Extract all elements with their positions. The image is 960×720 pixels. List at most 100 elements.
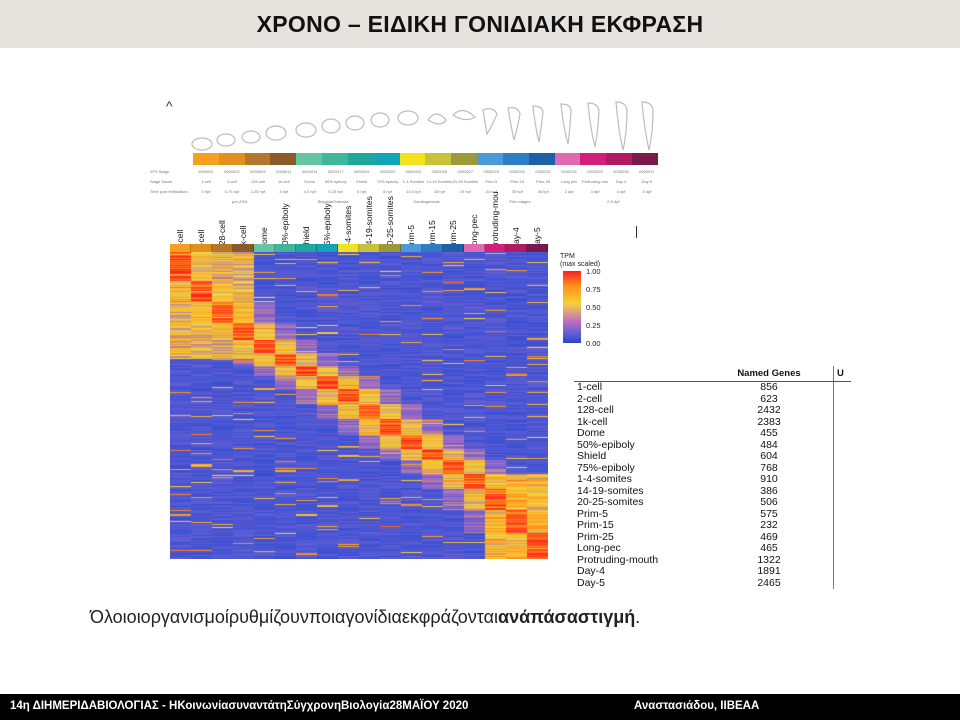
stage-info-cell: Prim-25 bbox=[536, 178, 551, 184]
stage-color-swatch bbox=[373, 153, 400, 165]
stage-name-cell: Dome bbox=[577, 427, 606, 439]
stage-info-cell: 0000011 bbox=[276, 168, 292, 174]
column-track-swatch bbox=[464, 244, 485, 252]
legend-title-tpm: TPM bbox=[560, 253, 575, 260]
stage-info-cell: 10.3 hpf bbox=[406, 188, 421, 194]
extra-cell bbox=[833, 531, 851, 543]
stage-info-cell: 0000030 bbox=[509, 168, 525, 174]
heatmap-column-label: 75%-epiboly bbox=[321, 203, 332, 250]
table-row: 128-cell 2432 bbox=[574, 404, 851, 417]
gene-count-cell: 455 bbox=[760, 427, 778, 439]
stage-info-cell: Shield bbox=[356, 178, 368, 184]
extra-cell bbox=[833, 543, 851, 555]
stage-info-cell: 0000002 bbox=[224, 168, 240, 174]
stage-info-cell: 24 hpf bbox=[485, 188, 497, 194]
embryo-128-cell-drawing bbox=[241, 130, 261, 144]
stage-info-cell: 0000014 bbox=[301, 168, 318, 174]
stage-color-strip bbox=[193, 153, 658, 165]
stage-color-swatch bbox=[425, 153, 452, 165]
extra-cell bbox=[833, 508, 851, 520]
table-row: 14-19-somites 386 bbox=[574, 484, 851, 497]
stage-color-swatch bbox=[193, 153, 219, 165]
stage-info-cell: 6 hpf bbox=[357, 188, 367, 194]
extra-cell bbox=[833, 405, 851, 417]
extra-cell bbox=[833, 381, 851, 394]
stage-info-cell: 0000031 bbox=[535, 168, 551, 174]
slide-title: ΧΡΟΝΟ – ΕΙΔΙΚΗ ΓΟΝΙΔΙΑΚΗ ΕΚΦΡΑΣΗ bbox=[256, 11, 704, 37]
embryo-stage-illustrations bbox=[191, 101, 654, 151]
stage-name-cell: 1-cell bbox=[577, 381, 603, 393]
stage-info-cell: 128-cell bbox=[250, 178, 265, 184]
stage-name-cell: 14-19-somites bbox=[577, 484, 644, 497]
slide-caption: Όλοιοιοργανισμοίρυθμίζουνποιαγονίδιαεκφρ… bbox=[90, 607, 640, 628]
embryo-1-4-somites-drawing bbox=[397, 110, 419, 126]
stage-name-cell: 75%-epiboly bbox=[577, 461, 635, 474]
column-track-swatch bbox=[233, 244, 254, 252]
gene-count-cell: 484 bbox=[760, 438, 778, 451]
stage-name-cell: Day-5 bbox=[577, 576, 606, 589]
footer-bar: 14η ΔΙΗΜΕΡΙΔΑΒΙΟΛΟΓΙΑΣ - ΗΚοινωνίασυναντ… bbox=[0, 694, 960, 720]
stage-info-row-label: Stage Name bbox=[150, 178, 173, 184]
stage-info-cell: 50% epiboly bbox=[324, 178, 347, 184]
table-row: Dome 455 bbox=[574, 427, 851, 440]
stage-color-swatch bbox=[632, 153, 658, 165]
stage-info-row: ZFS Stage 0000001 0000002 0000003 0000011 000… bbox=[150, 166, 660, 176]
table-row: Prim-15 232 bbox=[574, 519, 851, 532]
stage-column-header bbox=[574, 366, 705, 382]
extra-cell bbox=[833, 451, 851, 463]
column-track-swatch bbox=[212, 244, 233, 252]
stage-name-cell: 1k-cell bbox=[577, 415, 608, 428]
column-track-swatch bbox=[191, 244, 212, 252]
stage-info-cell: Day 4 bbox=[615, 178, 627, 184]
stage-info-cell: 0000017 bbox=[327, 168, 344, 174]
extra-column-header: U bbox=[833, 366, 851, 382]
gene-count-cell: 768 bbox=[760, 461, 778, 474]
stage-name-cell: Prim-15 bbox=[577, 519, 614, 531]
stage-info-cell: 14-19 Somites bbox=[426, 178, 453, 184]
period-label: pre-ZGA bbox=[232, 198, 248, 204]
extra-cell bbox=[833, 462, 851, 474]
stage-color-swatch bbox=[528, 153, 555, 165]
extra-cell bbox=[833, 485, 851, 497]
period-label: Prim stages bbox=[509, 198, 531, 204]
stage-info-cell: 36 hpf bbox=[537, 188, 549, 194]
extra-cell bbox=[833, 428, 851, 440]
gene-count-cell: 2432 bbox=[757, 404, 781, 416]
stage-info-row-label: Time post fertilization bbox=[150, 188, 188, 194]
stage-info-cell: 30 hpf bbox=[511, 188, 523, 194]
table-row: 1-cell 856 bbox=[574, 381, 851, 394]
stage-info-cell: 2-cell bbox=[227, 178, 237, 184]
stage-info-cell: 19 hpf bbox=[459, 188, 471, 194]
extra-cell bbox=[833, 566, 851, 578]
stage-info-cell: 75% epiboly bbox=[376, 178, 399, 184]
column-track-swatch bbox=[275, 244, 296, 252]
embryo-2-cell-drawing bbox=[216, 133, 236, 147]
legend-tick: 0.50 bbox=[586, 303, 601, 312]
period-label: Somitogenesis bbox=[413, 198, 440, 204]
stage-info-cell: 2 dpf bbox=[564, 188, 574, 194]
stage-info-cell: 0000001 bbox=[198, 168, 214, 174]
caption-emphasis: ανάπάσαστιγμή bbox=[498, 607, 636, 627]
column-track-swatch bbox=[359, 244, 380, 252]
footer-author: Αναστασιάδου, ΙΙΒΕΑΑ bbox=[634, 700, 760, 712]
legend-color-bar bbox=[563, 271, 581, 343]
column-track-swatch bbox=[485, 244, 506, 252]
heatmap-column-label: 50%-epiboly bbox=[279, 203, 290, 250]
embryo-14-19-somites-drawing bbox=[427, 113, 447, 125]
gene-count-cell: 575 bbox=[760, 507, 778, 520]
stage-info-cell: 5.25 hpf bbox=[328, 188, 343, 194]
stage-info-cell: 0000003 bbox=[250, 168, 266, 174]
title-bar: ΧΡΟΝΟ – ΕΙΔΙΚΗ ΓΟΝΙΔΙΑΚΗ ΕΚΦΡΑΣΗ bbox=[0, 0, 960, 48]
stage-info-cell: 1-cell bbox=[201, 178, 211, 184]
stage-info-cell: 0000029 bbox=[483, 168, 500, 174]
table-row: Prim-25 469 bbox=[574, 531, 851, 543]
stage-name-cell: Day-4 bbox=[577, 565, 606, 577]
embryo-day-4-drawing bbox=[615, 101, 628, 151]
stage-name-cell: Prim-5 bbox=[577, 507, 608, 520]
period-label-row: pre-ZGA Blastula/Gastrula Somitogenesis Pri… bbox=[150, 196, 660, 206]
table-row: 2-cell 623 bbox=[574, 393, 851, 405]
stage-color-swatch bbox=[606, 153, 633, 165]
stage-name-cell: 1-4-somites bbox=[577, 473, 632, 485]
embryo-20-25-somites-drawing bbox=[452, 109, 476, 121]
stage-color-swatch bbox=[554, 153, 581, 165]
